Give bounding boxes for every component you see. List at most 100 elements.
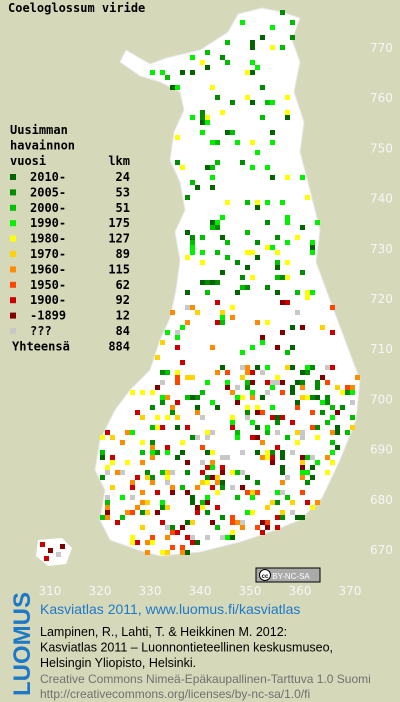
occurrence-square <box>155 425 160 430</box>
occurrence-square <box>190 240 195 245</box>
occurrence-square <box>200 460 205 465</box>
occurrence-square <box>275 275 280 280</box>
occurrence-square <box>295 310 300 315</box>
occurrence-square <box>330 365 335 370</box>
occurrence-square <box>190 250 195 255</box>
occurrence-square <box>105 470 110 475</box>
y-grid-label: 680 <box>370 493 393 507</box>
occurrence-square <box>210 165 215 170</box>
occurrence-square <box>300 475 305 480</box>
occurrence-square <box>275 345 280 350</box>
occurrence-square <box>330 330 335 335</box>
legend-total-label: Yhteensä <box>12 339 70 353</box>
occurrence-square <box>165 535 170 540</box>
occurrence-square <box>275 525 280 530</box>
occurrence-square <box>205 435 210 440</box>
occurrence-square <box>305 365 310 370</box>
occurrence-square <box>170 490 175 495</box>
occurrence-square <box>140 460 145 465</box>
x-grid-label: 320 <box>89 584 112 598</box>
legend-swatch <box>10 235 16 242</box>
occurrence-square <box>105 495 110 500</box>
occurrence-square <box>150 540 155 545</box>
occurrence-square <box>215 225 220 230</box>
occurrence-square <box>255 65 260 70</box>
occurrence-square <box>230 305 235 310</box>
occurrence-square <box>225 535 230 540</box>
occurrence-square <box>225 40 230 45</box>
x-grid-label: 340 <box>189 584 212 598</box>
occurrence-square <box>335 385 340 390</box>
occurrence-square <box>255 200 260 205</box>
occurrence-square <box>345 385 350 390</box>
occurrence-square <box>275 490 280 495</box>
occurrence-square <box>105 500 110 505</box>
occurrence-square <box>190 55 195 60</box>
occurrence-square <box>250 45 255 50</box>
occurrence-square <box>220 315 225 320</box>
occurrence-square <box>265 520 270 525</box>
occurrence-square <box>205 480 210 485</box>
country-outline <box>94 7 361 557</box>
occurrence-square <box>240 160 245 165</box>
occurrence-square <box>200 415 205 420</box>
occurrence-square <box>285 495 290 500</box>
occurrence-square <box>230 100 235 105</box>
citation-line: Lampinen, R., Lahti, T. & Heikkinen M. 2… <box>40 625 287 639</box>
occurrence-square <box>235 495 240 500</box>
occurrence-square <box>160 425 165 430</box>
occurrence-square <box>160 470 165 475</box>
occurrence-square <box>270 175 275 180</box>
occurrence-square <box>210 400 215 405</box>
occurrence-square <box>335 430 340 435</box>
y-grid-label: 670 <box>370 543 393 557</box>
badge-icon-text: cc <box>262 574 269 580</box>
occurrence-square <box>210 220 215 225</box>
occurrence-square <box>180 450 185 455</box>
occurrence-square <box>300 270 305 275</box>
occurrence-square <box>345 430 350 435</box>
occurrence-square <box>180 440 185 445</box>
occurrence-square <box>110 435 115 440</box>
occurrence-square <box>340 390 345 395</box>
legend-count: 84 <box>116 324 130 338</box>
occurrence-square <box>255 435 260 440</box>
occurrence-square <box>325 470 330 475</box>
occurrence-square <box>255 205 260 210</box>
occurrence-square <box>220 110 225 115</box>
occurrence-square <box>100 475 105 480</box>
occurrence-square <box>205 165 210 170</box>
occurrence-square <box>290 385 295 390</box>
occurrence-square <box>215 250 220 255</box>
occurrence-square <box>320 410 325 415</box>
occurrence-square <box>215 160 220 165</box>
occurrence-square <box>190 115 195 120</box>
occurrence-square <box>265 455 270 460</box>
occurrence-square <box>210 225 215 230</box>
occurrence-square <box>335 425 340 430</box>
occurrence-square <box>250 495 255 500</box>
occurrence-square <box>175 370 180 375</box>
occurrence-square <box>180 325 185 330</box>
headline: Kasviatlas 2011, www.luomus.fi/kasviatla… <box>40 601 300 617</box>
occurrence-square <box>230 425 235 430</box>
occurrence-square <box>280 300 285 305</box>
occurrence-square <box>330 460 335 465</box>
occurrence-square <box>280 10 285 15</box>
occurrence-square <box>245 380 250 385</box>
occurrence-square <box>215 280 220 285</box>
occurrence-square <box>195 435 200 440</box>
occurrence-square <box>285 215 290 220</box>
occurrence-square <box>250 60 255 65</box>
occurrence-square <box>175 330 180 335</box>
occurrence-square <box>225 385 230 390</box>
occurrence-square <box>300 515 305 520</box>
occurrence-square <box>215 480 220 485</box>
occurrence-square <box>355 375 360 380</box>
occurrence-square <box>285 220 290 225</box>
occurrence-square <box>300 395 305 400</box>
occurrence-square <box>275 290 280 295</box>
occurrence-square <box>275 500 280 505</box>
occurrence-square <box>240 395 245 400</box>
occurrence-square <box>165 550 170 555</box>
